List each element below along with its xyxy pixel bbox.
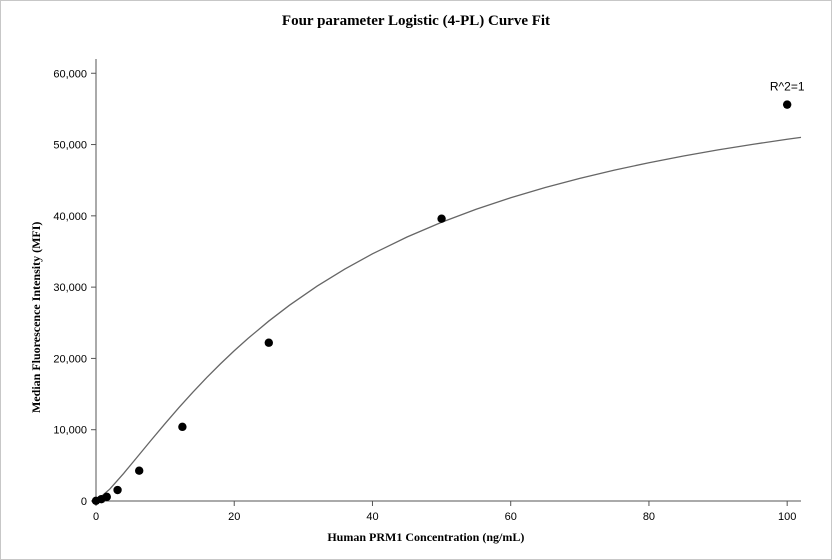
x-tick-label: 0 <box>93 511 99 523</box>
fit-curve <box>96 137 801 501</box>
y-tick-label: 0 <box>81 496 87 508</box>
y-axis-title: Median Fluorescence Intensity (MFI) <box>29 222 44 413</box>
y-tick-label: 40,000 <box>53 211 87 223</box>
y-tick-label: 50,000 <box>53 140 87 152</box>
chart-title: Four parameter Logistic (4-PL) Curve Fit <box>1 13 831 30</box>
x-tick-label: 60 <box>505 511 517 523</box>
data-point <box>437 214 445 222</box>
data-point <box>265 339 273 347</box>
data-point <box>178 423 186 431</box>
chart-frame: Four parameter Logistic (4-PL) Curve Fit… <box>0 0 832 560</box>
y-tick-label: 60,000 <box>53 68 87 80</box>
data-point <box>103 493 111 501</box>
x-tick-label: 100 <box>778 511 796 523</box>
x-axis-title: Human PRM1 Concentration (ng/mL) <box>327 530 524 545</box>
x-tick-label: 20 <box>228 511 240 523</box>
x-tick-label: 80 <box>643 511 655 523</box>
data-point <box>783 100 791 108</box>
data-point <box>135 467 143 475</box>
chart-svg: 0 20 40 60 80 100 0 10,000 20,000 30,000 40,000 50,… <box>1 1 832 560</box>
r-squared-annotation: R^2=1 <box>770 80 805 94</box>
x-tick-label: 40 <box>366 511 378 523</box>
y-tick-label: 30,000 <box>53 282 87 294</box>
y-tick-label: 10,000 <box>53 425 87 437</box>
data-point <box>113 486 121 494</box>
y-tick-label: 20,000 <box>53 353 87 365</box>
